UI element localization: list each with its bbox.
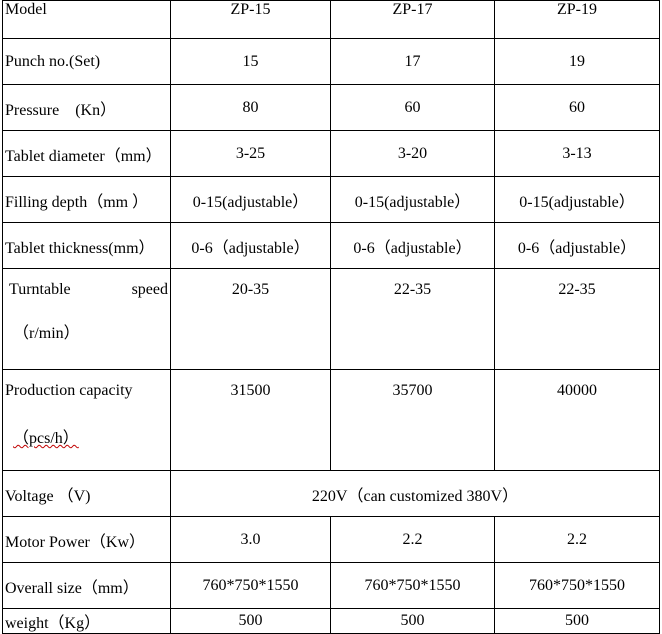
cell-value: 60	[494, 84, 660, 131]
row-label: Tablet thickness(mm）	[2, 222, 171, 269]
row-label: Turntable speed （r/min）	[2, 268, 171, 370]
row-label-part: Production capacity	[5, 382, 133, 399]
cell-value: 760*750*1550	[170, 562, 331, 609]
row-label: Punch no.(Set)	[2, 38, 171, 85]
row-label: Motor Power（Kw）	[2, 516, 171, 563]
cell-value: 31500	[170, 369, 331, 471]
cell-value: 17	[330, 38, 495, 85]
row-label: Overall size（mm）	[2, 562, 171, 609]
cell-value: 0-15(adjustable）	[330, 176, 495, 223]
cell-value: 0-6（adjustable）	[494, 222, 660, 269]
cell-value: 22-35	[494, 268, 660, 370]
cell-value: 35700	[330, 369, 495, 471]
cell-value: 3-25	[170, 130, 331, 177]
cell-value: 15	[170, 38, 331, 85]
row-label: Voltage （V)	[2, 470, 171, 517]
row-label-part: speed	[131, 281, 168, 298]
cell-value: 0-15(adjustable）	[170, 176, 331, 223]
model-zp19: ZP-19	[494, 0, 660, 39]
cell-value: 220V（can customized 380V）	[170, 470, 660, 517]
cell-value: 760*750*1550	[330, 562, 495, 609]
cell-value: 60	[330, 84, 495, 131]
cell-value: 19	[494, 38, 660, 85]
table-row-turntable: Turntable speed （r/min） 20-35 22-35 22-3…	[2, 268, 660, 370]
cell-value: 760*750*1550	[494, 562, 660, 609]
cell-value: 500	[170, 608, 331, 634]
header-row: Model ZP-15 ZP-17 ZP-19	[2, 0, 660, 39]
cell-value: 3-20	[330, 130, 495, 177]
table-row-diameter: Tablet diameter（mm） 3-25 3-20 3-13	[2, 130, 660, 177]
cell-value: 0-6（adjustable）	[330, 222, 495, 269]
cell-value: 3-13	[494, 130, 660, 177]
row-label: Tablet diameter（mm）	[2, 130, 171, 177]
cell-value: 20-35	[170, 268, 331, 370]
header-label: Model	[2, 0, 171, 39]
table-row-motor: Motor Power（Kw） 3.0 2.2 2.2	[2, 516, 660, 563]
row-label: Filling depth（mm ）	[2, 176, 171, 223]
cell-value: 2.2	[494, 516, 660, 563]
row-label-line: Turntable speed	[5, 281, 168, 299]
cell-value: 80	[170, 84, 331, 131]
table-row-weight: weight（Kg） 500 500 500	[2, 608, 660, 634]
cell-value: 2.2	[330, 516, 495, 563]
cell-value: 0-15(adjustable）	[494, 176, 660, 223]
row-label: Production capacity （pcs/h）	[2, 369, 171, 471]
cell-value: 500	[494, 608, 660, 634]
table-row-thickness: Tablet thickness(mm） 0-6（adjustable） 0-6…	[2, 222, 660, 269]
model-zp15: ZP-15	[170, 0, 331, 39]
row-label-unit: （r/min）	[13, 325, 80, 342]
cell-value: 3.0	[170, 516, 331, 563]
cell-value: 0-6（adjustable）	[170, 222, 331, 269]
table-row-pressure: Pressure (Kn） 80 60 60	[2, 84, 660, 131]
row-label: weight（Kg）	[2, 608, 171, 634]
table-row-capacity: Production capacity （pcs/h） 31500 35700 …	[2, 369, 660, 471]
table-row-size: Overall size（mm） 760*750*1550 760*750*15…	[2, 562, 660, 609]
model-zp17: ZP-17	[330, 0, 495, 39]
cell-value: 22-35	[330, 268, 495, 370]
row-label-unit: （pcs/h）	[13, 430, 79, 447]
table-row-punch: Punch no.(Set) 15 17 19	[2, 38, 660, 85]
table-row-filling: Filling depth（mm ） 0-15(adjustable） 0-15…	[2, 176, 660, 223]
cell-value: 500	[330, 608, 495, 634]
row-label: Pressure (Kn）	[2, 84, 171, 131]
row-label-part: Turntable	[9, 281, 71, 298]
table-row-voltage: Voltage （V) 220V（can customized 380V）	[2, 470, 660, 517]
cell-value: 40000	[494, 369, 660, 471]
